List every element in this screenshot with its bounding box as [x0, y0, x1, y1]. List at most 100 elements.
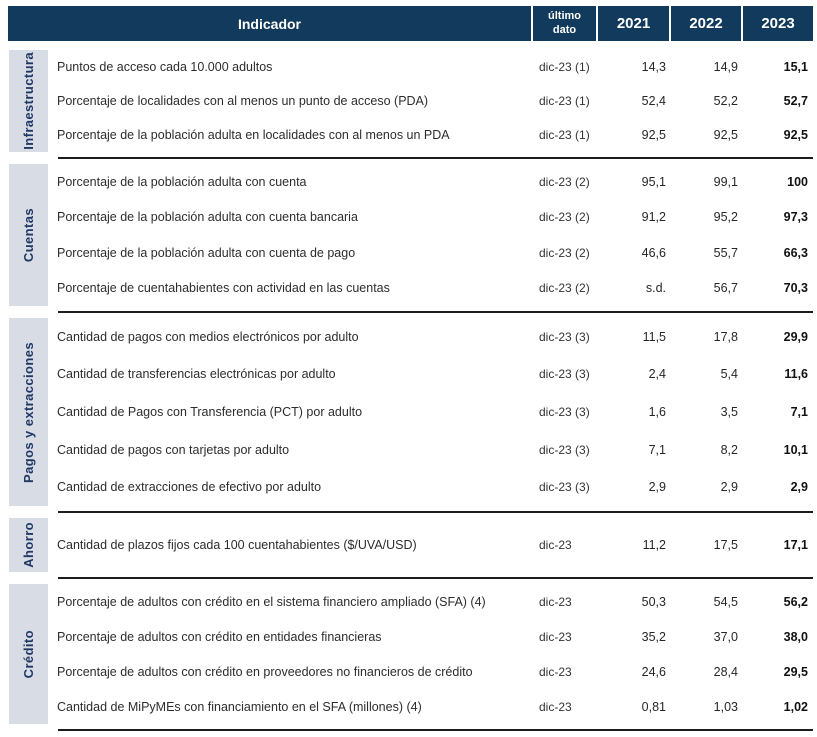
indicator-cell: Porcentaje de la población adulta en loc… — [57, 128, 450, 142]
table-row: Cantidad de pagos con medios electrónico… — [57, 318, 813, 356]
value-2023-cell: 29,9 — [783, 329, 808, 344]
value-2023-cell: 15,1 — [783, 60, 808, 74]
value-2022-cell: 28,4 — [713, 664, 738, 679]
group-rows: Cantidad de plazos fijos cada 100 cuenta… — [48, 518, 813, 572]
value-2022-cell: 2,9 — [720, 480, 738, 495]
indicator-cell: Cantidad de transferencias electrónicas … — [57, 367, 336, 382]
value-2022-cell: 55,7 — [713, 245, 738, 260]
table-row: Cantidad de transferencias electrónicas … — [57, 356, 813, 394]
value-2022-cell: 1,03 — [713, 699, 738, 714]
last-data-cell: dic-23 — [539, 699, 572, 714]
value-2023-cell: 97,3 — [783, 210, 808, 225]
group-rows: Porcentaje de adultos con crédito en el … — [48, 584, 813, 724]
table-row: Cantidad de extracciones de efectivo por… — [57, 468, 813, 506]
group-strip-ahorro: Ahorro — [9, 518, 48, 572]
group-separator — [58, 311, 813, 313]
last-data-cell: dic-23 (1) — [539, 128, 590, 142]
group-credito: Crédito Porcentaje de adultos con crédit… — [8, 579, 813, 729]
value-2021-cell: 2,4 — [648, 367, 666, 382]
value-2022-cell: 14,9 — [713, 60, 738, 74]
header-year-2021: 2021 — [598, 6, 669, 41]
table-bottom-border — [58, 729, 813, 731]
value-2021-cell: s.d. — [645, 281, 666, 296]
indicator-cell: Porcentaje de adultos con crédito en pro… — [57, 664, 473, 679]
value-2023-cell: 29,5 — [783, 664, 808, 679]
value-2021-cell: 95,1 — [641, 174, 666, 189]
indicator-cell: Puntos de acceso cada 10.000 adultos — [57, 60, 273, 74]
group-rows: Cantidad de pagos con medios electrónico… — [48, 318, 813, 506]
table-row: Porcentaje de localidades con al menos u… — [57, 84, 813, 118]
last-data-cell: dic-23 — [539, 629, 572, 644]
value-2022-cell: 92,5 — [713, 128, 738, 142]
indicator-cell: Porcentaje de adultos con crédito en el … — [57, 594, 486, 609]
indicator-cell: Cantidad de Pagos con Transferencia (PCT… — [57, 404, 363, 419]
header-ultimo-dato: último dato — [533, 6, 596, 41]
table-row: Porcentaje de adultos con crédito en el … — [57, 584, 813, 619]
value-2021-cell: 35,2 — [641, 629, 666, 644]
value-2022-cell: 3,5 — [720, 404, 738, 419]
value-2023-cell: 56,2 — [783, 594, 808, 609]
indicator-cell: Porcentaje de adultos con crédito en ent… — [57, 629, 382, 644]
last-data-cell: dic-23 (2) — [539, 281, 590, 296]
header-indicador: Indicador — [8, 6, 531, 41]
indicator-cell: Porcentaje de la población adulta con cu… — [57, 245, 356, 260]
indicator-cell: Cantidad de MiPyMEs con financiamiento e… — [57, 699, 422, 714]
table-row: Porcentaje de la población adulta con cu… — [57, 164, 813, 200]
group-separator — [58, 157, 813, 159]
value-2022-cell: 17,5 — [713, 538, 738, 552]
value-2022-cell: 52,2 — [713, 94, 738, 108]
last-data-cell: dic-23 — [539, 538, 572, 552]
table-row: Cantidad de plazos fijos cada 100 cuenta… — [57, 518, 813, 572]
group-ahorro: Ahorro Cantidad de plazos fijos cada 100… — [8, 513, 813, 577]
value-2022-cell: 5,4 — [720, 367, 738, 382]
value-2023-cell: 1,02 — [783, 699, 808, 714]
last-data-cell: dic-23 — [539, 594, 572, 609]
group-rows: Puntos de acceso cada 10.000 adultos dic… — [48, 50, 813, 152]
table-row: Cantidad de Pagos con Transferencia (PCT… — [57, 393, 813, 431]
last-data-cell: dic-23 (3) — [539, 442, 590, 457]
value-2023-cell: 7,1 — [790, 404, 808, 419]
last-data-cell: dic-23 (3) — [539, 404, 590, 419]
group-label: Crédito — [21, 629, 36, 679]
value-2023-cell: 2,9 — [790, 480, 808, 495]
group-pagos-y-extracciones: Pagos y extracciones Cantidad de pagos c… — [8, 313, 813, 511]
indicator-cell: Cantidad de pagos con medios electrónico… — [57, 329, 359, 344]
last-data-cell: dic-23 (2) — [539, 210, 590, 225]
group-label: Ahorro — [21, 522, 36, 568]
group-label: Pagos y extracciones — [21, 341, 36, 483]
value-2023-cell: 92,5 — [783, 128, 808, 142]
last-data-cell: dic-23 (3) — [539, 480, 590, 495]
table-row: Puntos de acceso cada 10.000 adultos dic… — [57, 50, 813, 84]
value-2023-cell: 17,1 — [783, 538, 808, 552]
group-infraestructura: Infraestructura Puntos de acceso cada 10… — [8, 45, 813, 157]
last-data-cell: dic-23 (1) — [539, 94, 590, 108]
table-header: Indicador último dato 2021 2022 2023 — [8, 6, 813, 41]
value-2023-cell: 70,3 — [783, 281, 808, 296]
group-rows: Porcentaje de la población adulta con cu… — [48, 164, 813, 306]
table-row: Porcentaje de adultos con crédito en pro… — [57, 654, 813, 689]
value-2023-cell: 11,6 — [784, 367, 808, 382]
value-2022-cell: 56,7 — [713, 281, 738, 296]
last-data-cell: dic-23 (3) — [539, 367, 590, 382]
table-row: Porcentaje de adultos con crédito en ent… — [57, 619, 813, 654]
table-row: Porcentaje de la población adulta con cu… — [57, 235, 813, 271]
table-row: Cantidad de pagos con tarjetas por adult… — [57, 431, 813, 469]
indicator-cell: Cantidad de extracciones de efectivo por… — [57, 480, 322, 495]
group-strip-pagos-y-extracciones: Pagos y extracciones — [9, 318, 48, 506]
value-2022-cell: 8,2 — [720, 442, 738, 457]
group-separator — [58, 511, 813, 513]
last-data-cell: dic-23 — [539, 664, 572, 679]
value-2023-cell: 100 — [787, 174, 808, 189]
value-2021-cell: 92,5 — [641, 128, 666, 142]
table-row: Porcentaje de la población adulta en loc… — [57, 118, 813, 152]
value-2022-cell: 17,8 — [713, 329, 738, 344]
value-2022-cell: 95,2 — [713, 210, 738, 225]
group-label: Infraestructura — [21, 52, 36, 150]
value-2023-cell: 52,7 — [783, 94, 808, 108]
last-data-cell: dic-23 (2) — [539, 245, 590, 260]
table-row: Porcentaje de cuentahabientes con activi… — [57, 271, 813, 307]
last-data-cell: dic-23 (3) — [539, 329, 590, 344]
header-year-2023: 2023 — [743, 6, 813, 41]
table-row: Cantidad de MiPyMEs con financiamiento e… — [57, 689, 813, 724]
